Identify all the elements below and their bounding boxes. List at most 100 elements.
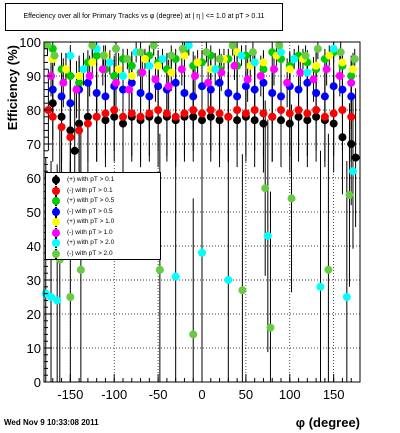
data-point	[162, 109, 171, 118]
data-point	[114, 65, 123, 74]
data-point	[204, 78, 213, 87]
data-point	[155, 265, 164, 274]
data-point	[66, 72, 75, 80]
timestamp: Wed Nov 9 10:33:08 2011	[4, 418, 99, 427]
data-point	[111, 78, 120, 87]
x-tick-label: 150	[323, 387, 345, 402]
data-point	[329, 44, 338, 53]
data-point	[215, 78, 224, 87]
data-point	[145, 92, 154, 101]
legend-label: (+) with pT > 0.1	[67, 176, 115, 183]
data-point	[154, 61, 163, 70]
data-point	[88, 41, 97, 50]
data-point	[119, 85, 127, 94]
data-point	[110, 72, 119, 80]
data-point	[277, 48, 285, 57]
chart-title-box: Effeciency over all for Primary Tracks v…	[5, 3, 283, 31]
data-point	[325, 51, 334, 60]
data-point	[206, 85, 215, 94]
x-tick-label: -150	[57, 387, 83, 402]
data-point	[66, 51, 75, 60]
y-tick-label: 70	[27, 137, 41, 152]
data-point	[59, 78, 68, 87]
data-point	[241, 109, 250, 118]
data-point	[198, 116, 206, 125]
data-point	[57, 112, 66, 121]
data-point	[105, 58, 114, 67]
data-point	[303, 116, 312, 125]
data-point	[215, 116, 224, 125]
data-point	[50, 51, 59, 60]
y-tick-label: 50	[27, 205, 41, 220]
data-point	[75, 126, 84, 135]
data-point	[151, 75, 160, 84]
data-point	[110, 106, 119, 114]
data-point	[316, 282, 325, 291]
data-point	[268, 112, 277, 121]
legend-label: (+) with pT > 0.5	[67, 197, 115, 204]
data-point	[294, 106, 303, 114]
data-point	[154, 82, 163, 91]
data-point	[127, 72, 136, 80]
legend-item: (+) with pT > 0.1	[46, 175, 160, 185]
data-point	[348, 167, 357, 176]
data-point	[119, 112, 127, 121]
legend: (+) with pT > 0.1 (-) with pT > 0.1 (+) wi…	[45, 172, 161, 260]
data-point	[263, 231, 272, 240]
data-point	[303, 109, 312, 118]
legend-label: (+) with pT > 2.0	[67, 239, 115, 246]
legend-label: (-) with pT > 0.5	[67, 207, 113, 215]
data-point	[189, 92, 198, 101]
data-point	[198, 109, 206, 118]
data-point	[215, 109, 224, 118]
data-point	[202, 48, 211, 57]
data-point	[266, 323, 275, 332]
data-point	[233, 106, 242, 114]
data-point	[250, 58, 259, 67]
data-point	[48, 85, 57, 94]
legend-marker	[52, 186, 60, 195]
data-point	[140, 55, 149, 63]
legend-marker	[52, 239, 60, 247]
data-point	[149, 41, 158, 50]
data-point	[66, 293, 75, 301]
data-point	[320, 112, 329, 121]
data-point	[48, 112, 57, 121]
data-point	[301, 51, 310, 60]
data-point	[238, 286, 247, 295]
data-point	[347, 112, 356, 121]
y-axis-label: Efficiency (%)	[5, 45, 20, 130]
data-point	[303, 68, 312, 77]
data-point	[345, 191, 354, 199]
data-point	[119, 119, 127, 128]
data-point	[294, 85, 303, 94]
y-tick-label: 10	[27, 341, 41, 356]
data-point	[243, 75, 252, 84]
data-point	[171, 112, 180, 121]
y-tick-label: 90	[27, 69, 41, 84]
legend-marker	[52, 249, 60, 258]
data-point	[206, 112, 215, 121]
legend-label: (+) with pT > 1.0	[67, 218, 115, 225]
data-point	[250, 106, 259, 114]
data-point	[312, 106, 321, 114]
legend-item: (-) with pT > 2.0	[46, 248, 160, 259]
data-point	[338, 58, 347, 67]
y-tick-label: 20	[27, 307, 41, 322]
data-point	[250, 85, 259, 94]
data-point	[351, 153, 360, 162]
data-point	[79, 65, 88, 74]
data-point	[110, 112, 119, 121]
data-point	[66, 126, 75, 135]
data-point	[275, 41, 284, 50]
legend-item: (-) with pT > 1.0	[46, 227, 160, 238]
data-point	[171, 78, 180, 87]
data-point	[83, 119, 92, 128]
data-point	[76, 265, 85, 274]
data-point	[198, 82, 206, 91]
data-point	[189, 112, 198, 121]
data-point	[241, 82, 250, 91]
data-point	[127, 61, 136, 70]
data-point	[164, 82, 173, 91]
data-point	[154, 106, 163, 114]
